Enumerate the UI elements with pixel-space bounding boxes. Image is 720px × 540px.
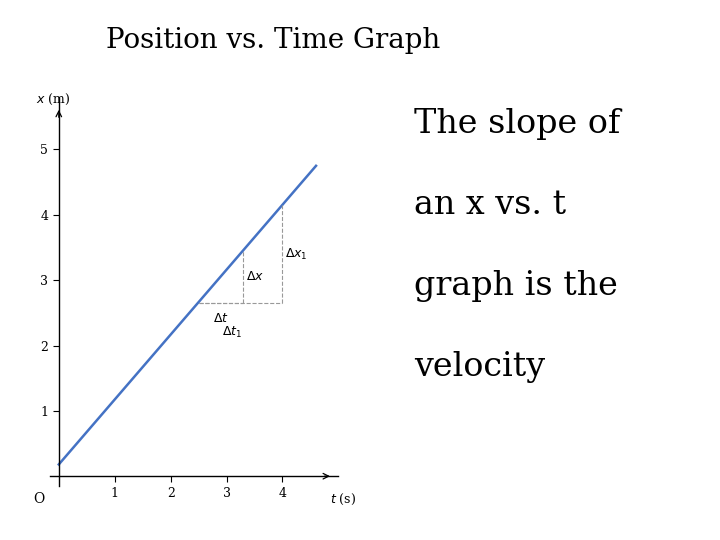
- Text: $x$ (m): $x$ (m): [37, 92, 71, 107]
- Text: an x vs. t: an x vs. t: [414, 189, 566, 221]
- Text: Position vs. Time Graph: Position vs. Time Graph: [107, 27, 441, 54]
- Text: The slope of: The slope of: [414, 108, 620, 140]
- Text: $\Delta x_1$: $\Delta x_1$: [285, 246, 308, 261]
- Text: O: O: [34, 492, 45, 506]
- Text: $\Delta t$: $\Delta t$: [213, 312, 229, 325]
- Text: velocity: velocity: [414, 351, 545, 383]
- Text: $t$ (s): $t$ (s): [330, 491, 356, 507]
- Text: graph is the: graph is the: [414, 270, 618, 302]
- Text: $\Delta x$: $\Delta x$: [246, 271, 264, 284]
- Text: $\Delta t_1$: $\Delta t_1$: [222, 325, 242, 340]
